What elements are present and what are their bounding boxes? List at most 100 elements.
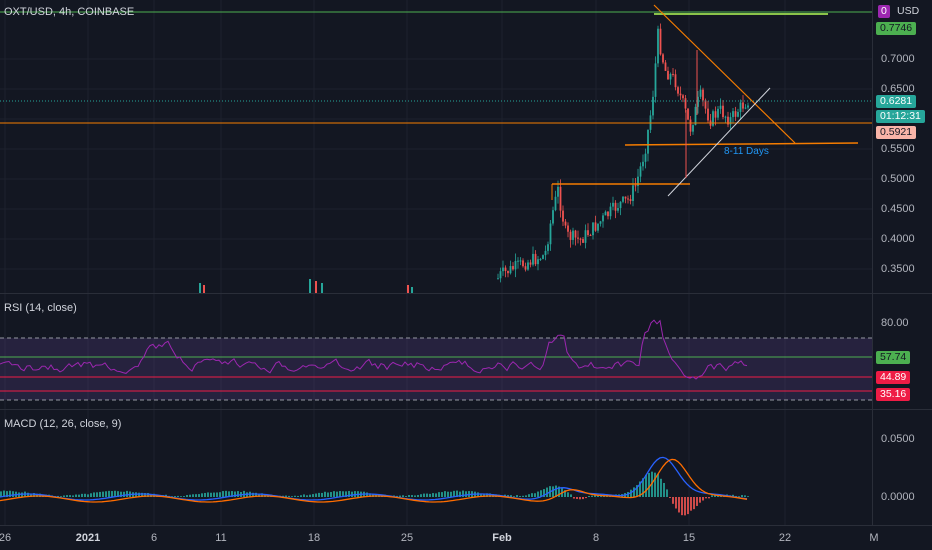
macd-histogram-bar bbox=[459, 491, 461, 497]
time-label: 15 bbox=[682, 532, 696, 544]
candle-body bbox=[587, 230, 589, 236]
time-label: 18 bbox=[307, 532, 321, 544]
candle-body bbox=[724, 116, 727, 118]
macd-histogram-bar bbox=[303, 494, 305, 497]
macd-histogram-bar bbox=[330, 492, 332, 497]
candle-body bbox=[637, 176, 639, 186]
macd-histogram-bar bbox=[72, 495, 74, 497]
price-tick: 0.7000 bbox=[881, 53, 915, 65]
macd-histogram-bar bbox=[507, 495, 509, 497]
candle-body bbox=[624, 196, 627, 199]
rsi-pane[interactable]: RSI (14, close) bbox=[0, 294, 872, 409]
candle-body bbox=[712, 111, 714, 126]
macd-histogram-bar bbox=[39, 493, 41, 497]
time-axis-separator bbox=[0, 525, 932, 526]
candle-body bbox=[569, 231, 572, 240]
macd-histogram-bar bbox=[306, 495, 308, 497]
candle-body bbox=[411, 287, 413, 293]
candle-body bbox=[604, 211, 607, 216]
macd-histogram-bar bbox=[408, 495, 410, 497]
candle-body bbox=[607, 211, 609, 217]
macd-histogram-bar bbox=[666, 489, 668, 497]
currency-box[interactable]: 0 bbox=[878, 5, 890, 18]
time-axis[interactable]: 26 2021 6 11 18 25 Feb 8 15 22 M bbox=[0, 526, 932, 550]
macd-histogram-bar bbox=[258, 493, 260, 497]
macd-tick: 0.0000 bbox=[881, 491, 915, 503]
macd-histogram-bar bbox=[420, 494, 422, 497]
macd-histogram-bar bbox=[126, 490, 128, 497]
macd-histogram-bar bbox=[702, 497, 704, 501]
candle-body bbox=[674, 74, 677, 88]
macd-histogram-bar bbox=[90, 493, 92, 497]
pane-separator[interactable] bbox=[0, 293, 932, 294]
macd-histogram-bar bbox=[114, 490, 116, 497]
macd-histogram-bar bbox=[441, 492, 443, 497]
macd-histogram-bar bbox=[282, 495, 284, 497]
macd-pane[interactable]: MACD (12, 26, close, 9) bbox=[0, 410, 872, 525]
currency-label[interactable]: USD bbox=[897, 5, 920, 17]
candle-body bbox=[682, 95, 684, 99]
candle-body bbox=[704, 100, 707, 109]
macd-histogram-bar bbox=[195, 494, 197, 497]
candle-body bbox=[557, 186, 559, 197]
macd-histogram-bar bbox=[564, 490, 566, 497]
candle-body bbox=[744, 107, 747, 109]
macd-histogram-bar bbox=[429, 493, 431, 497]
macd-histogram-bar bbox=[342, 491, 344, 497]
candle-body bbox=[524, 266, 527, 270]
macd-histogram-bar bbox=[102, 491, 104, 497]
candle-body bbox=[642, 161, 644, 167]
macd-histogram-bar bbox=[447, 491, 449, 497]
macd-histogram-bar bbox=[483, 493, 485, 497]
macd-chart[interactable] bbox=[0, 410, 872, 525]
macd-histogram-bar bbox=[519, 495, 521, 497]
macd-histogram-bar bbox=[222, 491, 224, 497]
macd-histogram-bar bbox=[177, 495, 179, 497]
macd-histogram-bar bbox=[738, 496, 740, 497]
candle-body bbox=[617, 208, 619, 211]
price-tick: 0.6500 bbox=[881, 83, 915, 95]
candle-body bbox=[504, 267, 507, 272]
candle-body bbox=[747, 105, 749, 108]
pane-separator[interactable] bbox=[0, 409, 932, 410]
triangle-upper bbox=[653, 4, 796, 144]
macd-histogram-bar bbox=[33, 493, 35, 497]
macd-histogram-bar bbox=[180, 496, 182, 497]
rsi-chart[interactable] bbox=[0, 294, 872, 409]
macd-histogram-bar bbox=[147, 492, 149, 497]
candle-body bbox=[689, 119, 692, 132]
macd-histogram-bar bbox=[27, 492, 29, 497]
macd-histogram-bar bbox=[234, 491, 236, 497]
macd-histogram-bar bbox=[75, 494, 77, 497]
price-pane[interactable]: OXT/USD, 4h, COINBASE bbox=[0, 0, 872, 293]
macd-histogram-bar bbox=[636, 485, 638, 497]
macd-histogram-bar bbox=[657, 473, 659, 497]
macd-histogram-bar bbox=[489, 493, 491, 497]
macd-histogram-bar bbox=[663, 482, 665, 497]
macd-histogram-bar bbox=[690, 497, 692, 511]
macd-histogram-bar bbox=[465, 491, 467, 497]
candle-body bbox=[659, 28, 662, 55]
candle-body bbox=[559, 186, 562, 211]
price-axis[interactable]: 0.7000 0.6500 0.6000 0.5500 0.5000 0.450… bbox=[872, 0, 932, 293]
candle-body bbox=[684, 98, 687, 109]
macd-histogram-bar bbox=[555, 485, 557, 497]
macd-histogram-bar bbox=[66, 495, 68, 497]
price-chart[interactable] bbox=[0, 0, 872, 293]
last-price-tag: 0.6281 bbox=[876, 95, 917, 108]
candle-body bbox=[639, 166, 642, 177]
candle-body bbox=[644, 153, 647, 162]
macd-histogram-bar bbox=[312, 494, 314, 497]
candle-body bbox=[567, 225, 569, 232]
macd-histogram-bar bbox=[336, 491, 338, 497]
macd-histogram-bar bbox=[660, 478, 662, 497]
macd-axis[interactable]: 0.0500 0.0000 bbox=[872, 410, 932, 525]
candle-body bbox=[734, 111, 737, 117]
macd-histogram-bar bbox=[87, 494, 89, 497]
macd-histogram-bar bbox=[576, 497, 578, 500]
candle-body bbox=[537, 259, 539, 265]
macd-histogram-bar bbox=[432, 493, 434, 497]
macd-histogram-bar bbox=[591, 495, 593, 497]
macd-histogram-bar bbox=[321, 492, 323, 497]
macd-histogram-bar bbox=[642, 478, 644, 497]
